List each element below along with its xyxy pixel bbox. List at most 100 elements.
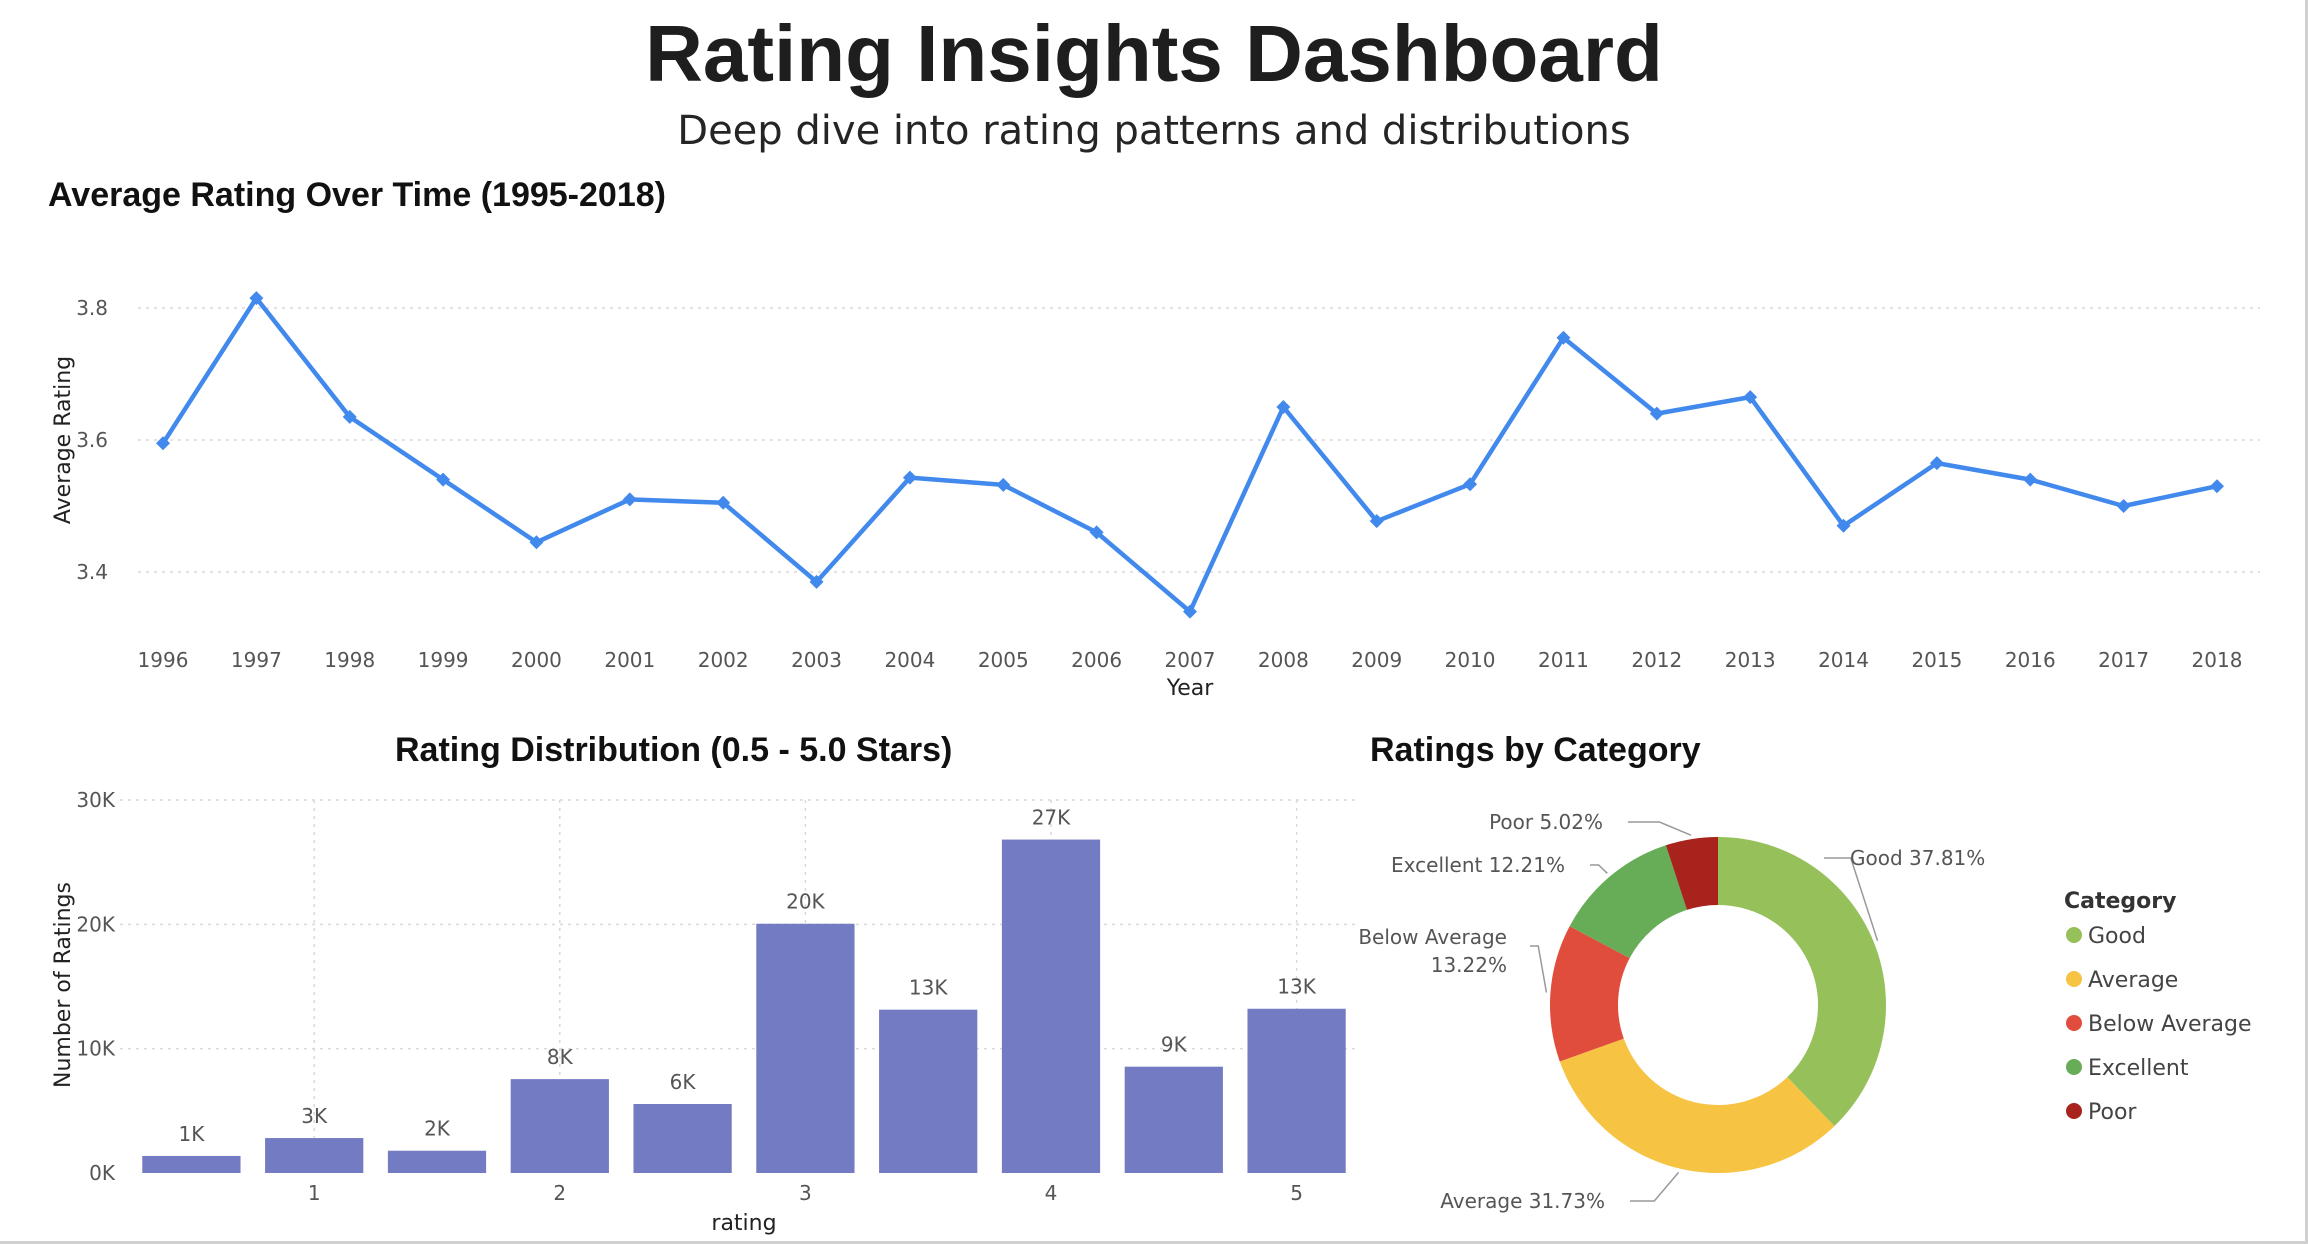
bar-x-tick-label: 5 <box>1290 1181 1303 1205</box>
rating-bar <box>1124 1066 1223 1173</box>
line-x-tick-label: 2013 <box>1725 648 1776 672</box>
line-data-point <box>2023 472 2038 487</box>
rating-bar <box>510 1079 609 1173</box>
legend-swatch <box>2066 1103 2082 1119</box>
bar-data-label: 9K <box>1161 1033 1188 1057</box>
line-data-point <box>1089 525 1104 540</box>
bar-data-label: 1K <box>178 1122 205 1146</box>
line-data-point <box>716 495 731 510</box>
line-data-point <box>1463 477 1478 492</box>
donut-leader-line <box>1628 821 1692 836</box>
right-edge-divider <box>2305 0 2308 1244</box>
line-data-point <box>996 477 1011 492</box>
donut-data-label: Good 37.81% <box>1850 846 1985 870</box>
line-data-point <box>436 472 451 487</box>
line-data-point <box>1276 400 1291 414</box>
rating-bar <box>387 1150 487 1173</box>
rating-bar <box>1001 839 1101 1173</box>
dashboard-subtitle: Deep dive into rating patterns and distr… <box>677 108 1631 154</box>
donut-leader-line <box>1530 945 1548 993</box>
donut-slice <box>1550 926 1630 1062</box>
line-data-point <box>1369 514 1384 529</box>
line-data-point <box>622 492 637 507</box>
line-data-point <box>342 409 357 424</box>
donut-chart: Good 37.81% Average 31.73% Below Average 13… <box>1358 810 2252 1213</box>
line-x-tick-label: 2004 <box>884 648 935 672</box>
line-x-tick-label: 1996 <box>138 648 189 672</box>
line-x-tick-label: 2016 <box>2005 648 2056 672</box>
bar-x-axis-title: rating <box>711 1211 776 1236</box>
bar-y-tick-label: 20K <box>76 912 115 936</box>
donut-data-label: Poor 5.02% <box>1489 810 1603 834</box>
legend-item-label: Good <box>2088 924 2146 949</box>
line-x-axis-title: Year <box>1166 676 1215 701</box>
donut-leader-line <box>1630 1171 1680 1202</box>
line-data-point <box>809 574 824 589</box>
bar-x-tick-label: 2 <box>553 1181 566 1205</box>
line-x-tick-label: 2009 <box>1351 648 1402 672</box>
bar-data-label: 13K <box>1277 975 1316 999</box>
line-x-tick-label: 2015 <box>1911 648 1962 672</box>
bar-y-tick-label: 30K <box>76 788 115 812</box>
bar-data-label: 6K <box>670 1070 697 1094</box>
line-x-tick-label: 2010 <box>1445 648 1496 672</box>
line-data-point <box>1556 330 1571 345</box>
bar-y-tick-label: 0K <box>89 1161 116 1185</box>
line-x-tick-label: 2006 <box>1071 648 1122 672</box>
bar-data-label: 20K <box>786 890 825 914</box>
line-x-tick-label: 2005 <box>978 648 1029 672</box>
bar-data-label: 27K <box>1032 806 1071 830</box>
line-y-tick-label: 3.4 <box>76 560 108 584</box>
bar-data-label: 2K <box>424 1117 451 1141</box>
bar-data-label: 3K <box>301 1104 328 1128</box>
line-x-tick-label: 2001 <box>604 648 655 672</box>
rating-bar <box>756 923 855 1173</box>
line-data-point <box>529 535 544 550</box>
donut-data-label: 13.22% <box>1431 953 1507 977</box>
bar-chart: 0K 10K 20K 30K 1 2 3 4 5 1K 3K 2K 8K 6K 20K 13K 27K 9K 13K… <box>51 788 1358 1236</box>
line-x-tick-label: 2003 <box>791 648 842 672</box>
line-x-tick-label: 2017 <box>2098 648 2149 672</box>
line-x-tick-label: 1999 <box>418 648 469 672</box>
line-data-point <box>2116 499 2131 513</box>
bottom-edge-divider <box>0 1241 2308 1244</box>
legend-title: Category <box>2064 889 2176 914</box>
donut-chart-title: Ratings by Category <box>1370 731 1701 769</box>
line-y-tick-label: 3.6 <box>76 428 108 452</box>
line-data-point <box>1836 518 1851 533</box>
bar-y-tick-label: 10K <box>76 1037 115 1061</box>
line-x-tick-label: 2007 <box>1165 648 1216 672</box>
line-data-point <box>902 470 917 485</box>
donut-slice <box>1718 837 1886 1127</box>
line-data-point <box>2210 479 2224 494</box>
line-x-tick-label: 1997 <box>231 648 282 672</box>
line-x-tick-label: 2000 <box>511 648 562 672</box>
legend-swatch <box>2066 1015 2082 1031</box>
legend-swatch <box>2066 1059 2082 1075</box>
rating-bar <box>879 1009 978 1173</box>
line-chart-title: Average Rating Over Time (1995-2018) <box>48 176 666 214</box>
line-x-tick-label: 2002 <box>698 648 749 672</box>
rating-bar <box>142 1155 241 1173</box>
rating-bar <box>633 1103 732 1173</box>
average-rating-series-line <box>161 295 2218 614</box>
line-x-tick-label: 1998 <box>324 648 375 672</box>
donut-data-label: Average 31.73% <box>1440 1189 1605 1213</box>
line-x-tick-label: 2011 <box>1538 648 1589 672</box>
dashboard-title: Rating Insights Dashboard <box>645 9 1663 98</box>
line-data-point <box>156 436 170 451</box>
line-y-tick-label: 3.8 <box>76 296 108 320</box>
legend-swatch <box>2066 927 2082 943</box>
legend-item-label: Below Average <box>2088 1012 2252 1037</box>
donut-slice <box>1569 845 1687 959</box>
legend-swatch <box>2066 971 2082 987</box>
legend-item-label: Excellent <box>2088 1056 2189 1081</box>
line-x-tick-label: 2018 <box>2192 648 2243 672</box>
bar-x-tick-label: 3 <box>799 1181 812 1205</box>
bar-data-label: 8K <box>547 1045 574 1069</box>
line-y-axis-title: Average Rating <box>51 356 76 524</box>
line-data-point <box>1929 456 1944 471</box>
donut-data-label: Below Average <box>1358 925 1507 949</box>
rating-bar <box>1247 1008 1346 1173</box>
